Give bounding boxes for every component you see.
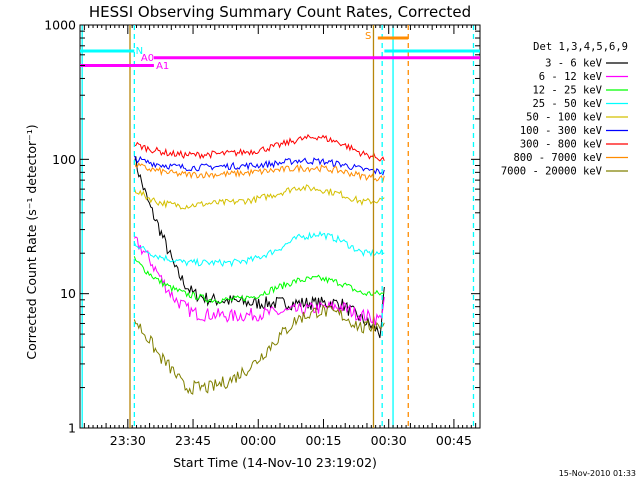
flag-label-a1: A1 bbox=[156, 61, 169, 72]
legend-label-7: 300 - 800 keV bbox=[520, 139, 603, 151]
flag-label-n: N bbox=[136, 46, 143, 57]
x-tick-label-4: 00:15 bbox=[305, 433, 341, 448]
axis-layer: 1 10 100 1000 23:30 23:45 00:00 00:15 00:30 00:45 bbox=[44, 18, 480, 448]
legend-label-5: 50 - 100 keV bbox=[526, 112, 603, 124]
footer-timestamp: 15-Nov-2010 01:33 bbox=[559, 469, 636, 478]
series-line-2 bbox=[133, 236, 385, 326]
x-tick-label-6: 00:45 bbox=[436, 433, 472, 448]
plot-layer bbox=[79, 24, 481, 429]
series-line-9 bbox=[133, 304, 385, 395]
series-line-8 bbox=[133, 160, 385, 183]
legend-label-4: 25 - 50 keV bbox=[532, 98, 602, 110]
series-line-6 bbox=[133, 155, 385, 176]
legend-label-6: 100 - 300 keV bbox=[520, 125, 603, 137]
legend-label-2: 6 - 12 keV bbox=[539, 71, 603, 83]
y-tick-label-1: 1 bbox=[68, 421, 76, 436]
legend-label-8: 800 - 7000 keV bbox=[513, 152, 602, 164]
series-line-7 bbox=[134, 133, 385, 162]
x-axis-label: Start Time (14-Nov-10 23:19:02) bbox=[173, 455, 377, 470]
y-tick-label-1000: 1000 bbox=[44, 18, 76, 33]
series-line-5 bbox=[133, 184, 385, 210]
chart-title: HESSI Observing Summary Count Rates, Cor… bbox=[89, 3, 471, 21]
series-layer bbox=[133, 133, 385, 395]
legend-label-9: 7000 - 20000 keV bbox=[501, 166, 603, 178]
plot-frame bbox=[79, 24, 481, 429]
x-tick-label-1: 23:30 bbox=[110, 433, 146, 448]
legend-label-1: 3 - 6 keV bbox=[545, 58, 603, 70]
flag-label-s: S bbox=[365, 31, 371, 42]
x-tick-label-2: 23:45 bbox=[175, 433, 211, 448]
series-line-4 bbox=[133, 230, 385, 268]
flag-label-a0: A0 bbox=[141, 53, 154, 64]
x-tick-label-3: 00:00 bbox=[240, 433, 276, 448]
x-tick-label-5: 00:30 bbox=[371, 433, 407, 448]
y-tick-label-100: 100 bbox=[52, 152, 76, 167]
legend-label-3: 12 - 25 keV bbox=[532, 85, 602, 97]
y-axis-label: Corrected Count Rate (s⁻¹ detector⁻¹) bbox=[24, 124, 39, 359]
legend-title: Det 1,3,4,5,6,9 bbox=[533, 41, 628, 53]
y-tick-label-10: 10 bbox=[60, 286, 76, 301]
series-line-3 bbox=[133, 256, 385, 304]
series-line-1 bbox=[133, 156, 385, 339]
